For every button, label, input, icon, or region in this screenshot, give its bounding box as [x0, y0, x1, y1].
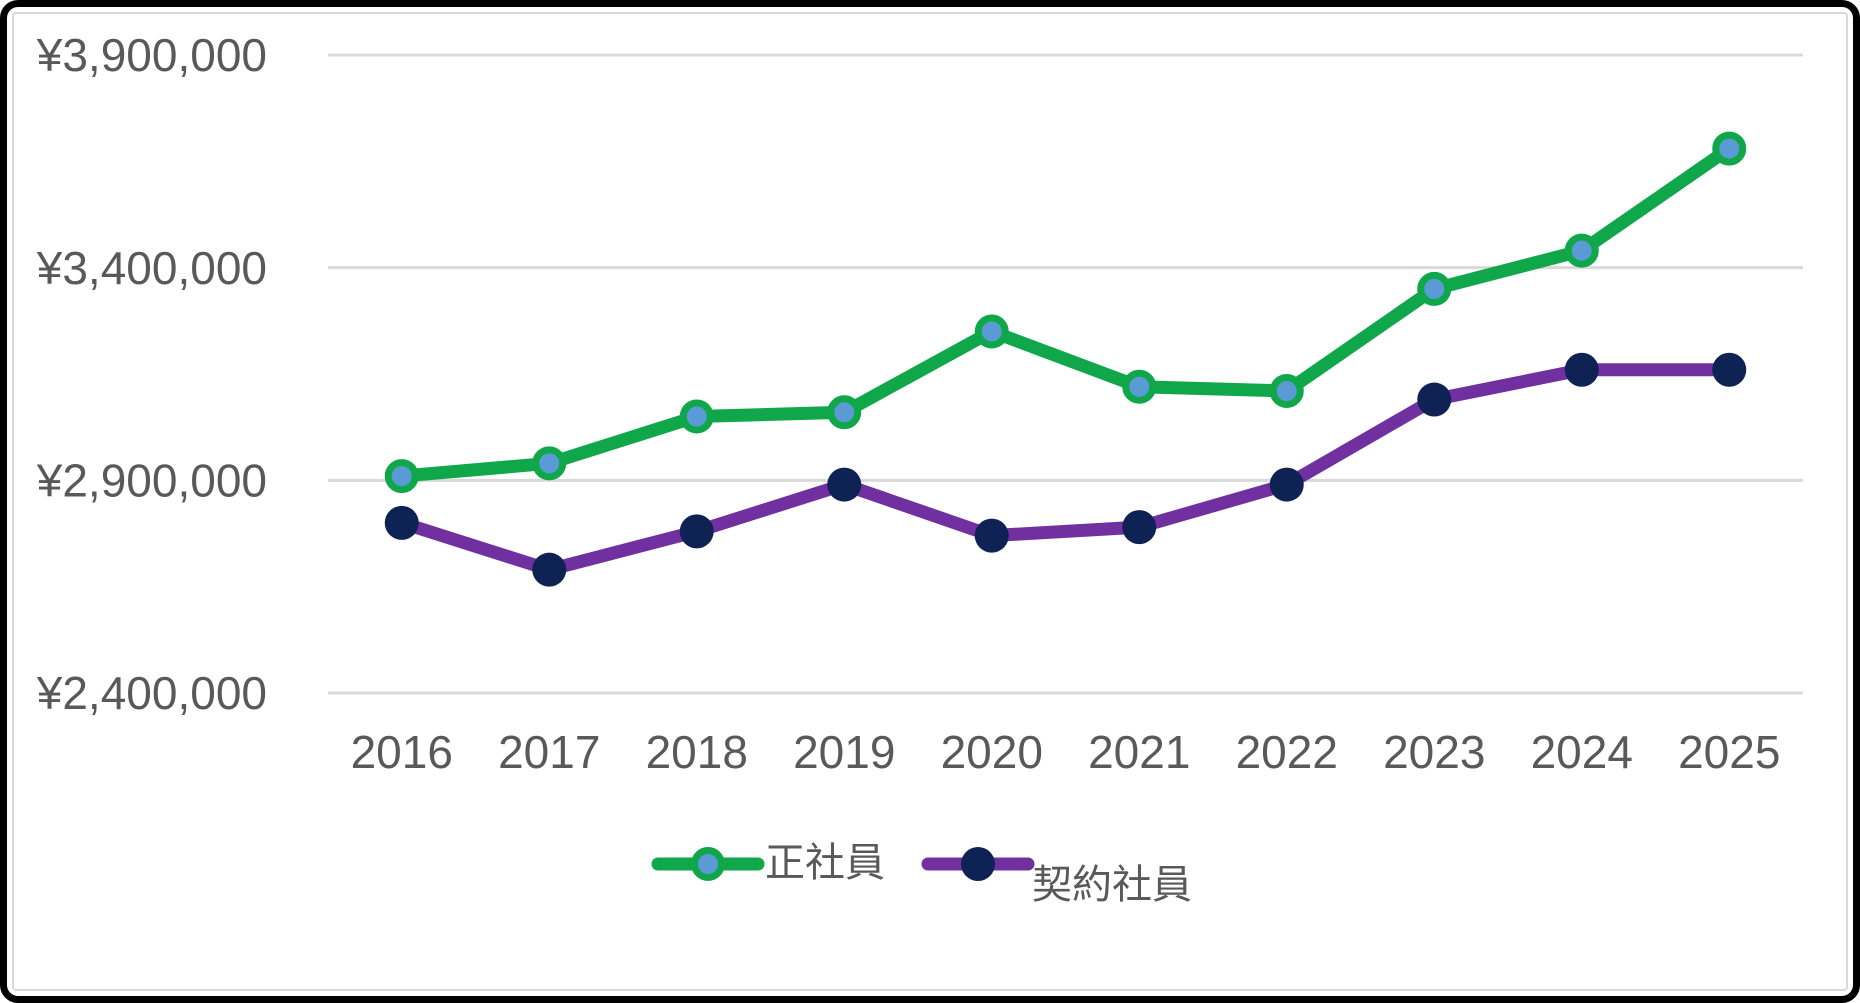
- x-axis-tick-label-2016: 2016: [351, 726, 453, 778]
- data-point-marker: [1564, 233, 1599, 268]
- y-axis-tick-label: ¥3,900,000: [36, 29, 267, 81]
- legend-label: 契約社員: [1032, 863, 1192, 907]
- legend-marker-sample: [691, 847, 725, 881]
- x-axis-tick-label-2025: 2025: [1678, 726, 1780, 778]
- data-point-marker: [1712, 352, 1747, 387]
- legend-label: 正社員: [765, 841, 885, 885]
- data-point-marker: [1269, 374, 1304, 409]
- data-point-marker: [1417, 382, 1452, 417]
- series-line-keiyaku-shain: [395, 363, 1736, 577]
- x-axis-tick-label-2023: 2023: [1383, 726, 1485, 778]
- y-axis-tick-label: ¥2,400,000: [36, 667, 267, 719]
- x-axis-tick-label-2017: 2017: [498, 726, 600, 778]
- y-axis-tick-label: ¥2,900,000: [36, 454, 267, 506]
- x-axis-tick-label-2020: 2020: [941, 726, 1043, 778]
- data-point-marker: [532, 446, 567, 481]
- data-point-marker: [532, 552, 567, 587]
- data-point-marker: [974, 518, 1009, 553]
- data-point-marker: [827, 467, 862, 502]
- legend-item-keiyaku-shain: 契約社員: [921, 847, 1192, 907]
- data-point-marker: [1269, 467, 1304, 502]
- legend: 正社員契約社員: [651, 841, 1192, 907]
- x-axis-tick-label-2019: 2019: [793, 726, 895, 778]
- data-point-marker: [384, 505, 419, 540]
- x-axis-tick-label-2021: 2021: [1088, 726, 1190, 778]
- x-axis-tick-label-2018: 2018: [646, 726, 748, 778]
- data-point-marker: [1712, 131, 1747, 166]
- data-point-marker: [1122, 510, 1157, 545]
- data-point-marker: [384, 459, 419, 494]
- data-point-marker: [1564, 352, 1599, 387]
- data-point-marker: [827, 395, 862, 430]
- y-axis-tick-label: ¥3,400,000: [36, 242, 267, 294]
- x-axis-tick-label-2022: 2022: [1236, 726, 1338, 778]
- data-point-marker: [1417, 271, 1452, 306]
- legend-item-seishain: 正社員: [651, 841, 885, 885]
- legend-marker-sample: [961, 847, 995, 881]
- x-axis-tick-label-2024: 2024: [1531, 726, 1633, 778]
- data-point-marker: [1122, 369, 1157, 404]
- data-point-marker: [679, 514, 714, 549]
- data-point-marker: [974, 314, 1009, 349]
- series-line-seishain: [395, 142, 1736, 483]
- data-point-marker: [679, 399, 714, 434]
